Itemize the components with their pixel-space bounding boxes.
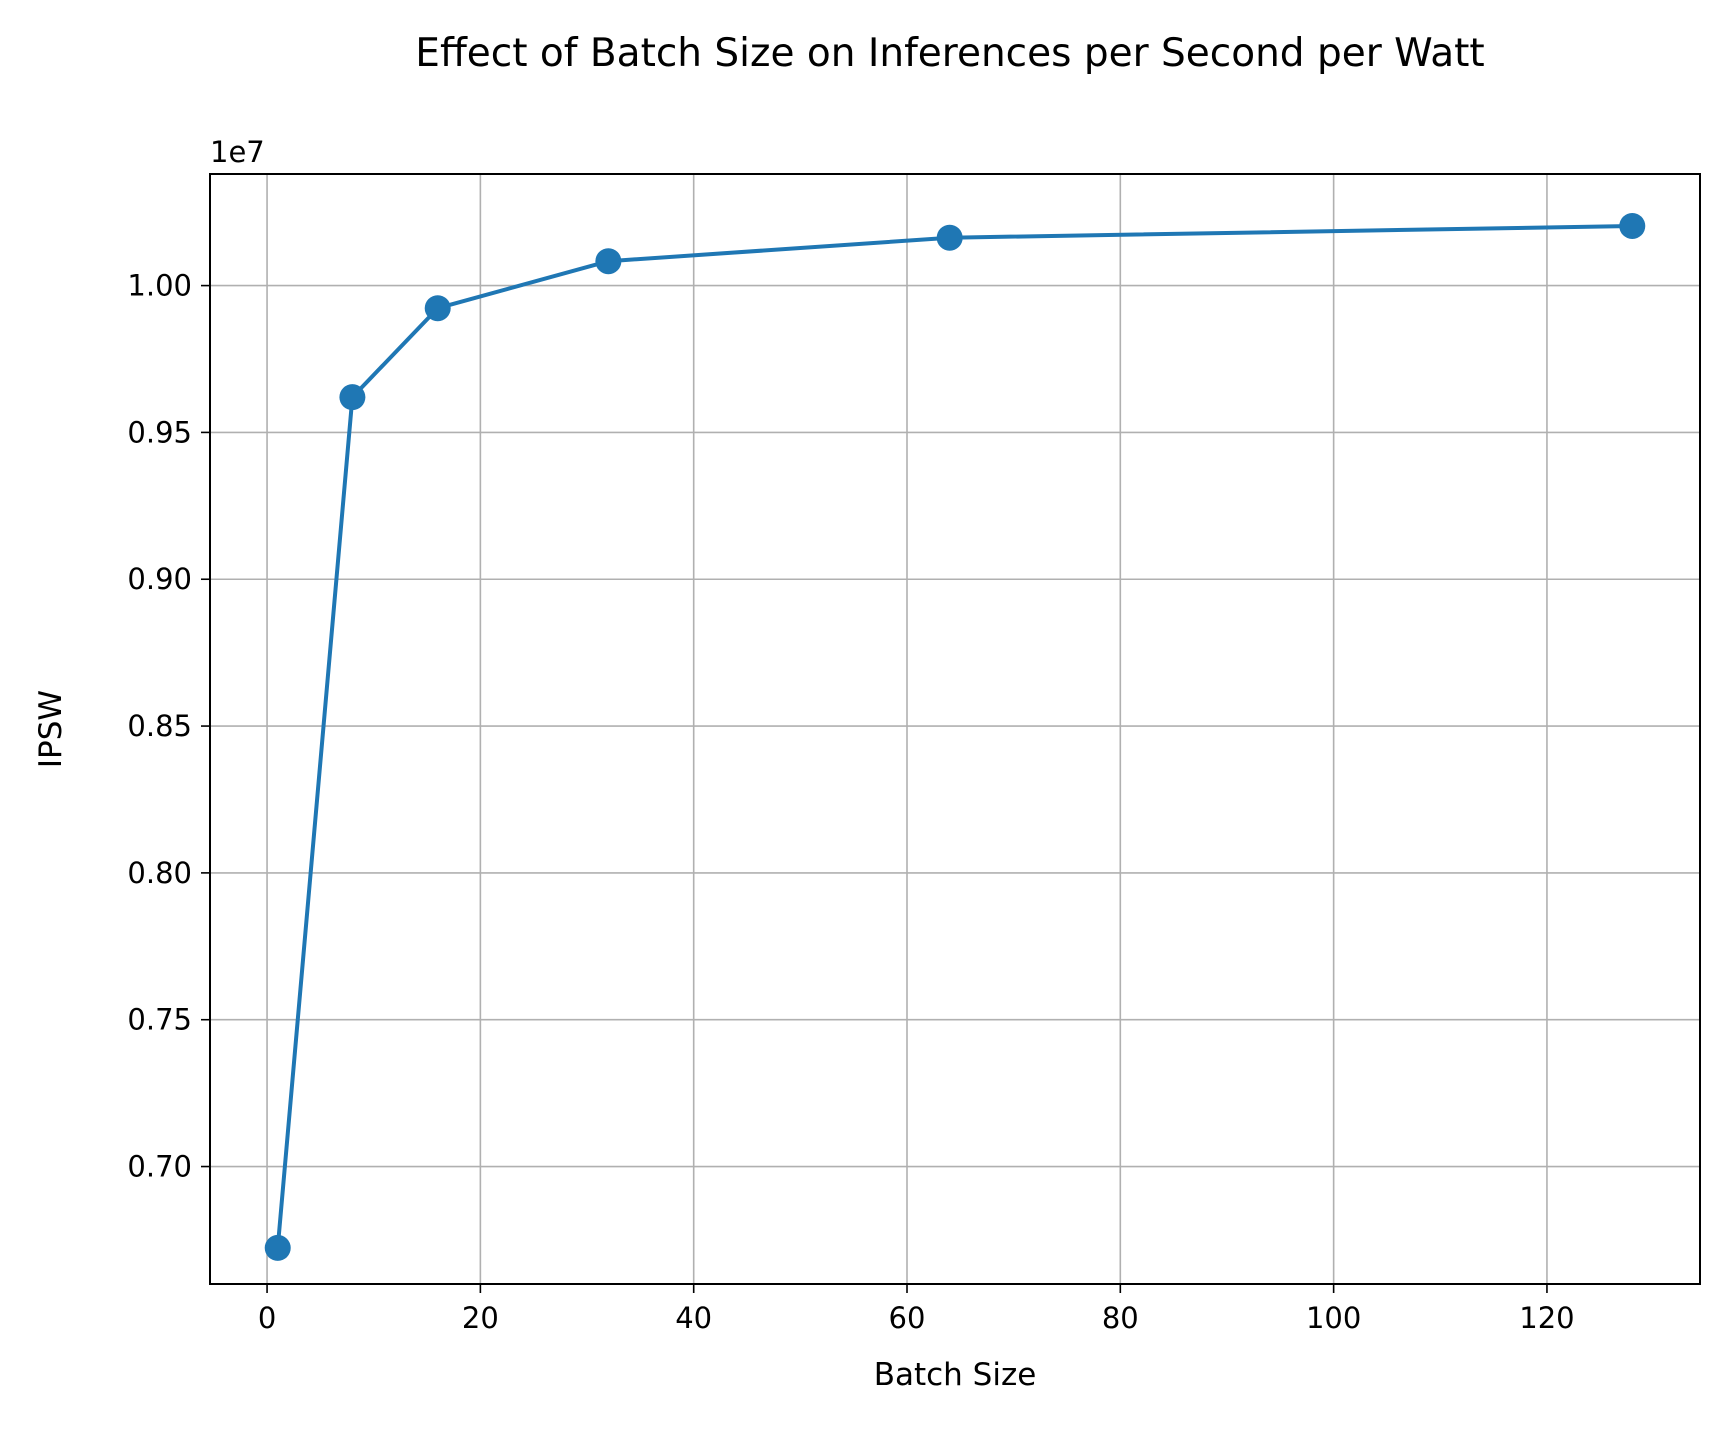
y-axis-label: IPSW bbox=[33, 690, 69, 768]
y-tick-label: 0.85 bbox=[127, 709, 192, 743]
data-point bbox=[264, 1234, 291, 1261]
x-tick-label: 40 bbox=[675, 1301, 712, 1335]
x-tick-label: 0 bbox=[258, 1301, 276, 1335]
y-tick-label: 1.00 bbox=[127, 269, 192, 303]
x-axis-label: Batch Size bbox=[874, 1357, 1037, 1393]
plot-frame bbox=[209, 173, 1701, 1285]
x-tick-label: 80 bbox=[1102, 1301, 1139, 1335]
data-point bbox=[339, 384, 366, 411]
y-axis: 0.70 0.75 0.80 0.85 0.90 0.95 1.00 bbox=[127, 269, 210, 1184]
x-axis: 0 20 40 60 80 100 120 bbox=[258, 1284, 1575, 1335]
data-point bbox=[424, 295, 451, 322]
series-line bbox=[275, 223, 1635, 1250]
y-tick-label: 0.75 bbox=[127, 1003, 192, 1037]
x-tick-label: 120 bbox=[1519, 1301, 1574, 1335]
y-tick-label: 0.90 bbox=[127, 562, 192, 596]
x-tick-label: 20 bbox=[462, 1301, 499, 1335]
grid bbox=[210, 174, 1700, 1284]
data-point bbox=[595, 248, 622, 275]
y-tick-label: 0.95 bbox=[127, 415, 192, 449]
x-tick-label: 60 bbox=[889, 1301, 926, 1335]
y-axis-offset-label: 1e7 bbox=[210, 135, 265, 169]
x-tick-label: 100 bbox=[1306, 1301, 1361, 1335]
series-layer bbox=[264, 212, 1646, 1261]
data-point bbox=[1619, 212, 1646, 239]
chart-title: Effect of Batch Size on Inferences per S… bbox=[415, 31, 1484, 76]
y-tick-label: 0.70 bbox=[127, 1150, 192, 1184]
y-tick-label: 0.80 bbox=[127, 856, 192, 890]
data-point bbox=[936, 224, 963, 251]
